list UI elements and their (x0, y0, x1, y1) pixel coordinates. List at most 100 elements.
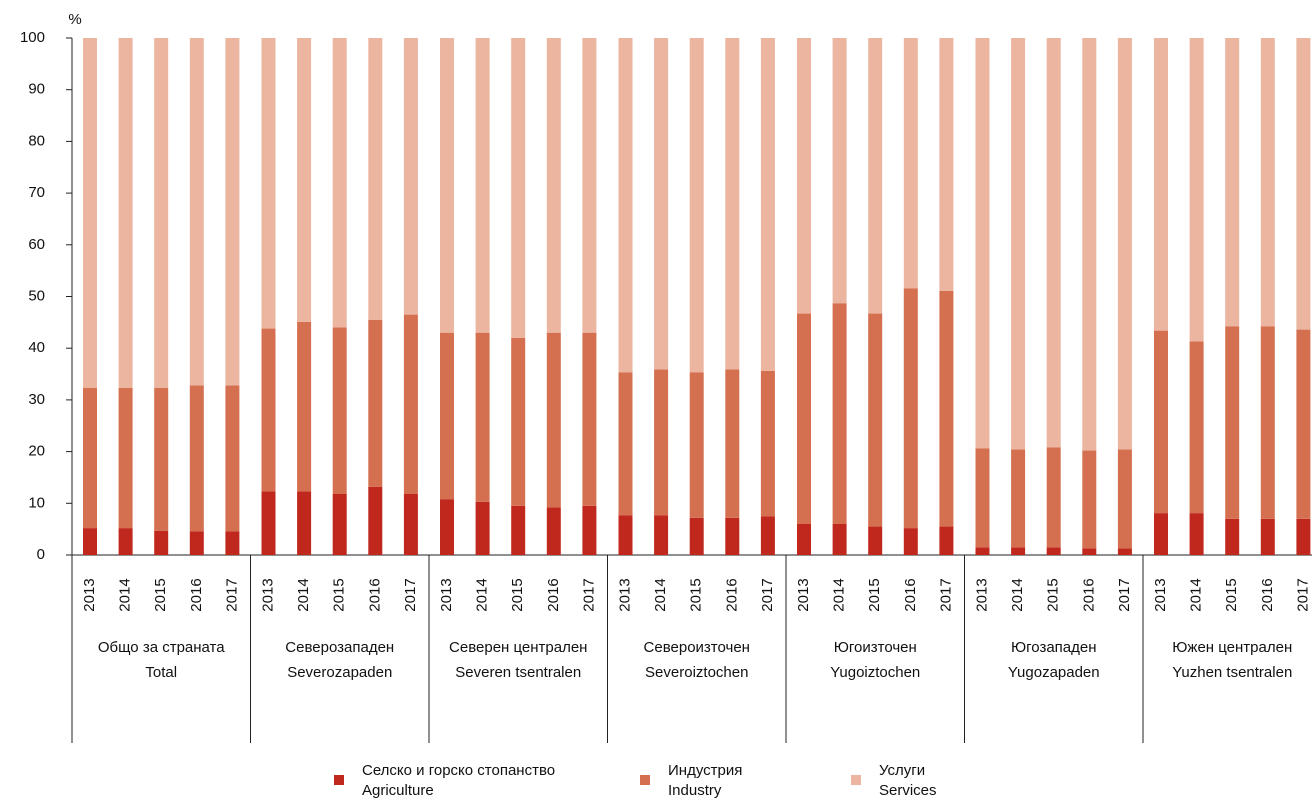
bar-segment (368, 38, 383, 320)
x-tick-label: 2015 (152, 578, 169, 611)
bar-segment (297, 491, 312, 555)
x-tick-label: 2015 (331, 578, 348, 611)
bar-segment (368, 319, 383, 487)
bar-segment (760, 516, 775, 555)
bar-segment (440, 332, 454, 500)
bar-segment (118, 528, 133, 555)
legend-label: Услуги (879, 762, 925, 779)
bar-segment (832, 38, 847, 304)
bar-segment (903, 528, 918, 555)
bar-segment (332, 327, 347, 494)
bar-segment (261, 491, 276, 555)
bar-segment (939, 526, 954, 555)
legend-swatch (334, 775, 344, 785)
bar-segment (654, 38, 669, 370)
x-tick-label: 2014 (1188, 578, 1205, 611)
bar-segment (118, 38, 133, 389)
bar-segment (1225, 518, 1240, 555)
x-tick-label: 2013 (1152, 578, 1169, 611)
bar-segment (1082, 548, 1097, 555)
x-tick-label: 2013 (616, 578, 633, 611)
bar-segment (618, 38, 633, 373)
group-label: Югоизточен (834, 639, 917, 656)
bar-segment (832, 523, 847, 555)
group-label: Severoiztochen (645, 664, 748, 681)
y-tick-label: 70 (28, 184, 45, 201)
group-label: Total (145, 664, 177, 681)
bar-segment (332, 493, 347, 555)
x-tick-label: 2017 (223, 578, 240, 611)
bar-segment (939, 290, 954, 527)
legend-label: Agriculture (362, 782, 434, 799)
bar-segment (618, 515, 633, 555)
bar-segment (118, 388, 133, 529)
bar-segment (1154, 38, 1168, 331)
bar-segment (1189, 513, 1204, 555)
legend-label: Industry (668, 782, 722, 799)
bar-segment (618, 372, 633, 516)
bar-segment (975, 547, 990, 555)
bar-segment (1296, 518, 1311, 555)
x-tick-label: 2016 (545, 578, 562, 611)
bar-segment (225, 531, 240, 555)
bar-segment (868, 38, 883, 314)
x-tick-label: 2014 (652, 578, 669, 611)
bar-segment (403, 493, 418, 555)
group-label: Severozapaden (287, 664, 392, 681)
y-tick-label: 0 (37, 546, 45, 563)
bar-segment (83, 528, 97, 555)
bar-segment (189, 385, 204, 532)
bar-segment (511, 505, 526, 555)
bar-segment (939, 38, 954, 291)
x-tick-label: 2017 (580, 578, 597, 611)
y-tick-label: 30 (28, 391, 45, 408)
bar-segment (1296, 38, 1311, 330)
bar-segment (475, 38, 490, 333)
bar-segment (1046, 447, 1061, 548)
bar-segment (475, 332, 490, 502)
bar-segment (797, 313, 811, 524)
bar-segment (725, 517, 740, 555)
y-tick-label: 80 (28, 132, 45, 149)
x-tick-label: 2014 (295, 578, 312, 611)
bar-segment (868, 313, 883, 527)
bar-segment (83, 388, 97, 529)
x-tick-label: 2017 (402, 578, 419, 611)
bar-segment (975, 38, 990, 449)
bar-segment (868, 526, 883, 555)
x-tick-label: 2017 (1294, 578, 1311, 611)
group-label: Yugozapaden (1008, 664, 1100, 681)
bar-segment (225, 385, 240, 532)
bar-segment (1154, 513, 1168, 555)
bar-segment (83, 38, 97, 389)
y-tick-label: 90 (28, 81, 45, 98)
bar-segment (654, 369, 669, 516)
y-tick-label: 20 (28, 443, 45, 460)
bar-segment (546, 332, 561, 508)
bar-segment (511, 38, 526, 338)
legend-label: Селско и горско стопанство (362, 762, 555, 779)
bar-segment (261, 328, 276, 492)
x-tick-label: 2013 (973, 578, 990, 611)
x-tick-label: 2015 (688, 578, 705, 611)
bar-segment (1189, 341, 1204, 514)
bar-segment (689, 38, 704, 373)
bar-segment (1046, 547, 1061, 555)
bar-segment (297, 321, 312, 492)
bar-segment (546, 507, 561, 555)
y-tick-label: 50 (28, 287, 45, 304)
x-tick-label: 2014 (1009, 578, 1026, 611)
group-label: Северозападен (285, 639, 394, 656)
bar-segment (475, 501, 490, 555)
x-tick-label: 2017 (759, 578, 776, 611)
group-label: Южен централен (1172, 639, 1292, 656)
bar-segment (903, 288, 918, 529)
x-tick-label: 2013 (259, 578, 276, 611)
x-tick-label: 2014 (474, 578, 491, 611)
bar-segment (1154, 330, 1168, 514)
bar-segment (1082, 450, 1097, 549)
x-tick-label: 2014 (831, 578, 848, 611)
bar-segment (440, 38, 454, 333)
bar-segment (582, 38, 597, 333)
